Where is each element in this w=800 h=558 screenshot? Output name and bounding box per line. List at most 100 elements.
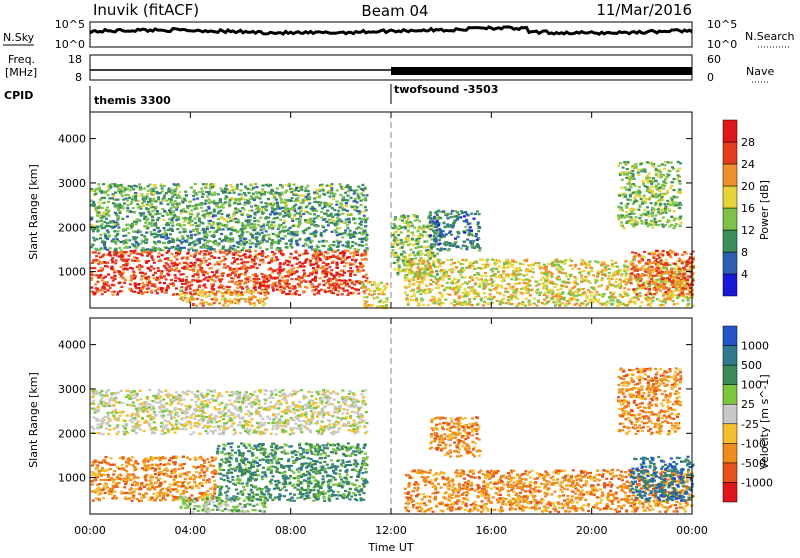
echo-cell <box>156 227 159 229</box>
echo-cell <box>225 224 228 226</box>
echo-cell <box>358 244 361 246</box>
echo-cell <box>479 283 482 285</box>
echo-cell <box>612 292 615 294</box>
echo-cell <box>236 287 239 289</box>
echo-cell <box>190 234 193 236</box>
echo-cell <box>297 197 300 199</box>
echo-cell <box>345 285 348 287</box>
echo-cell <box>154 200 157 202</box>
echo-cell <box>266 275 269 277</box>
echo-cell <box>271 286 274 288</box>
echo-cell <box>269 213 272 215</box>
echo-cell <box>190 247 193 249</box>
echo-cell <box>154 285 157 287</box>
echo-cell <box>582 292 585 294</box>
echo-cell <box>270 268 273 270</box>
echo-cell <box>114 192 117 194</box>
echo-cell <box>347 218 350 220</box>
echo-cell <box>345 262 348 264</box>
echo-cell <box>150 203 153 205</box>
echo-cell <box>294 210 297 212</box>
echo-cell <box>338 257 341 259</box>
echo-cell <box>442 302 445 304</box>
nave-tick-top: 60 <box>707 53 721 66</box>
echo-cell <box>588 264 591 266</box>
echo-cell <box>218 211 221 213</box>
echo-cell <box>275 241 278 243</box>
echo-cell <box>100 268 103 270</box>
echo-cell <box>166 252 169 254</box>
echo-cell <box>418 220 421 222</box>
echo-cell <box>557 289 560 291</box>
echo-cell <box>498 275 501 277</box>
echo-cell <box>478 267 481 269</box>
echo-cell <box>397 234 400 236</box>
echo-cell <box>189 242 192 244</box>
echo-cell <box>275 234 278 236</box>
echo-cell <box>402 214 405 216</box>
echo-cell <box>551 263 554 265</box>
echo-cell <box>138 219 141 221</box>
echo-cell <box>287 276 290 278</box>
echo-cell <box>235 211 238 213</box>
echo-cell <box>115 199 118 201</box>
echo-cell <box>254 250 257 252</box>
echo-cell <box>348 221 351 223</box>
echo-cell <box>209 231 212 233</box>
echo-cell <box>676 297 679 299</box>
echo-cell <box>220 299 223 301</box>
echo-cell <box>253 220 256 222</box>
echo-cell <box>249 246 252 248</box>
echo-cell <box>161 249 164 251</box>
echo-cell <box>439 277 442 279</box>
echo-cell <box>328 245 331 247</box>
echo-cell <box>514 297 517 299</box>
echo-cell <box>176 228 179 230</box>
echo-cell <box>342 209 345 211</box>
echo-cell <box>190 293 193 295</box>
echo-cell <box>505 267 508 269</box>
echo-cell <box>363 305 366 307</box>
echo-cell <box>234 218 237 220</box>
echo-cell <box>592 288 595 290</box>
echo-cell <box>570 265 573 267</box>
echo-cell <box>208 198 211 200</box>
echo-cell <box>281 207 284 209</box>
echo-cell <box>270 192 273 194</box>
echo-cell <box>364 225 367 227</box>
echo-cell <box>260 290 263 292</box>
echo-cell <box>457 279 460 281</box>
echo-cell <box>120 251 123 253</box>
echo-cell <box>98 252 101 254</box>
echo-cell <box>117 209 120 211</box>
echo-cell <box>258 264 261 266</box>
echo-cell <box>417 263 420 265</box>
echo-cell <box>247 276 250 278</box>
echo-cell <box>417 278 420 280</box>
echo-cell <box>336 240 339 242</box>
echo-cell <box>255 245 258 247</box>
echo-cell <box>395 230 398 232</box>
echo-cell <box>167 190 170 192</box>
echo-cell <box>247 200 250 202</box>
echo-cell <box>657 279 660 281</box>
echo-cell <box>249 303 252 305</box>
echo-cell <box>132 231 135 233</box>
echo-cell <box>302 199 305 201</box>
echo-cell <box>315 288 318 290</box>
echo-cell <box>477 272 480 274</box>
echo-cell <box>185 289 188 291</box>
echo-cell <box>687 303 690 305</box>
echo-cell <box>111 257 114 259</box>
echo-cell <box>529 294 532 296</box>
echo-cell <box>400 239 403 241</box>
echo-cell <box>268 237 271 239</box>
echo-cell <box>336 273 339 275</box>
echo-cell <box>201 196 204 198</box>
echo-cell <box>439 292 442 294</box>
echo-cell <box>406 263 409 265</box>
echo-cell <box>304 210 307 212</box>
echo-cell <box>315 258 318 260</box>
echo-cell <box>143 284 146 286</box>
echo-cell <box>490 275 493 277</box>
